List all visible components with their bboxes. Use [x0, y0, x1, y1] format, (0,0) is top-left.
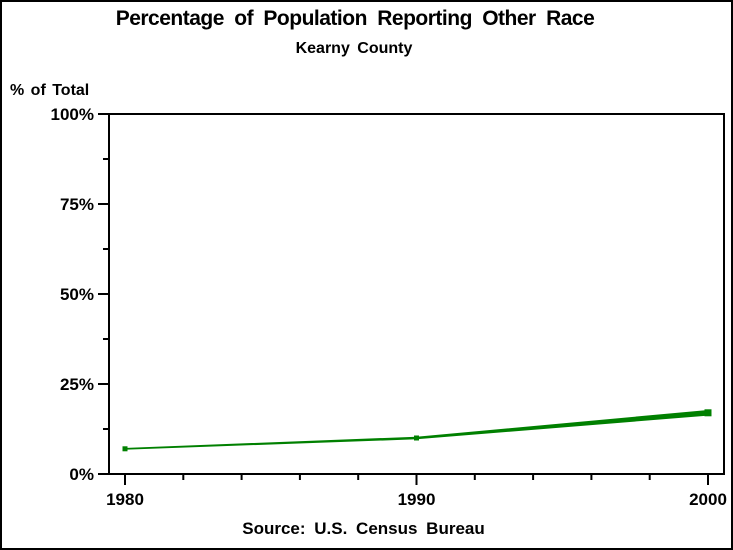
y-tick-label: 50%	[60, 285, 94, 304]
y-axis-label: % of Total	[10, 82, 90, 99]
data-point-marker	[704, 409, 712, 417]
chart-subtitle: Kearny County	[295, 40, 413, 57]
data-point-marker	[414, 435, 419, 441]
data-point-marker	[122, 446, 128, 452]
y-tick-label: 0%	[69, 465, 94, 484]
x-tick-label: 1990	[398, 490, 436, 509]
x-tick-label: 2000	[689, 490, 727, 509]
y-tick-label: 75%	[60, 195, 94, 214]
y-tick-label: 100%	[51, 105, 94, 124]
y-tick-label: 25%	[60, 375, 94, 394]
chart-title: Percentage of Population Reporting Other…	[115, 7, 595, 30]
x-tick-label: 1980	[106, 490, 144, 509]
series-line	[125, 410, 708, 450]
source-note: Source: U.S. Census Bureau	[242, 519, 485, 538]
